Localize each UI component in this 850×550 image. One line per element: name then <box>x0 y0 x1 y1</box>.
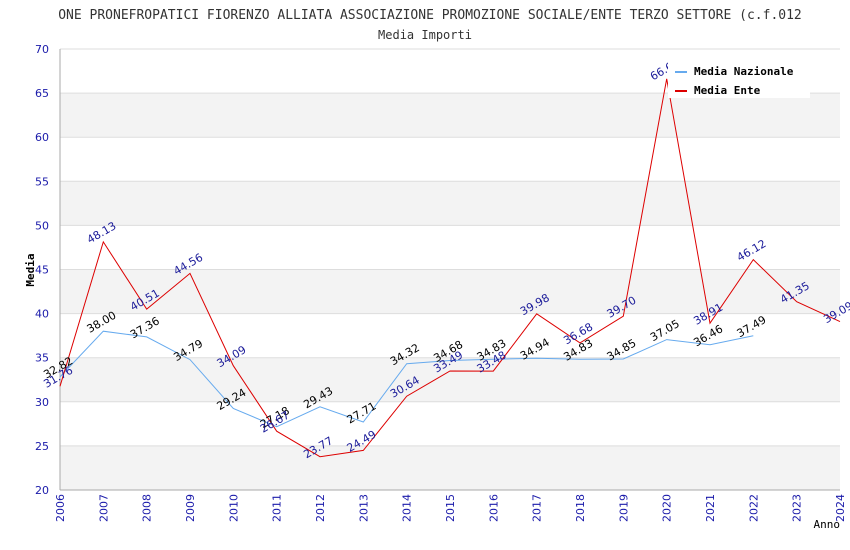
x-tick-label: 2015 <box>444 494 457 522</box>
x-tick-label: 2021 <box>704 494 717 522</box>
y-axis-title: Media <box>24 253 37 286</box>
y-tick-label: 40 <box>35 308 49 321</box>
x-tick-label: 2024 <box>834 494 847 522</box>
y-tick-label: 65 <box>35 87 49 100</box>
legend-label-media-ente: Media Ente <box>694 84 761 97</box>
x-tick-label: 2017 <box>531 494 544 522</box>
series-lines <box>59 78 841 458</box>
plot-band <box>60 137 840 182</box>
x-tick-label: 2006 <box>54 494 67 522</box>
plot-band <box>60 225 840 270</box>
plot-band <box>60 93 840 138</box>
legend: Media Nazionale Media Ente <box>668 58 810 98</box>
x-tick-label: 2020 <box>661 494 674 522</box>
x-tick-label: 2011 <box>271 494 284 522</box>
y-tick-label: 30 <box>35 396 49 409</box>
x-axis-ticks: 2006 2007 2008 2009 2010 2011 2012 2013 2014 2015… <box>54 494 847 522</box>
x-tick-label: 2010 <box>227 494 240 522</box>
y-tick-label: 45 <box>35 264 49 277</box>
plot-band <box>60 401 840 446</box>
x-tick-label: 2008 <box>141 494 154 522</box>
x-axis-title: Anno <box>814 518 841 531</box>
y-tick-label: 35 <box>35 352 49 365</box>
plot-band <box>60 445 840 490</box>
x-tick-label: 2022 <box>747 494 760 522</box>
chart-title: ONE PRONEFROPATICI FIORENZO ALLIATA ASSO… <box>58 8 802 23</box>
chart-subtitle: Media Importi <box>378 28 472 42</box>
plot-band <box>60 357 840 402</box>
x-tick-label: 2023 <box>791 494 804 522</box>
x-tick-label: 2009 <box>184 494 197 522</box>
y-tick-label: 55 <box>35 175 49 188</box>
y-axis-ticks: 20 25 30 35 40 45 50 55 60 65 70 <box>35 43 49 497</box>
y-tick-label: 25 <box>35 440 49 453</box>
y-tick-label: 50 <box>35 219 49 232</box>
y-tick-label: 60 <box>35 131 49 144</box>
x-tick-label: 2016 <box>487 494 500 522</box>
y-tick-label: 70 <box>35 43 49 56</box>
plot-band <box>60 269 840 314</box>
x-tick-label: 2018 <box>574 494 587 522</box>
legend-box <box>668 58 810 98</box>
series-line-1 <box>59 78 841 458</box>
axes <box>59 49 840 491</box>
x-tick-label: 2013 <box>357 494 370 522</box>
legend-label-media-nazionale: Media Nazionale <box>694 65 794 78</box>
series-line-0 <box>59 330 754 428</box>
y-tick-label: 20 <box>35 484 49 497</box>
x-tick-label: 2019 <box>617 494 630 522</box>
x-tick-label: 2012 <box>314 494 327 522</box>
plot-band <box>60 181 840 226</box>
x-tick-label: 2007 <box>97 494 110 522</box>
x-tick-label: 2014 <box>401 494 414 522</box>
